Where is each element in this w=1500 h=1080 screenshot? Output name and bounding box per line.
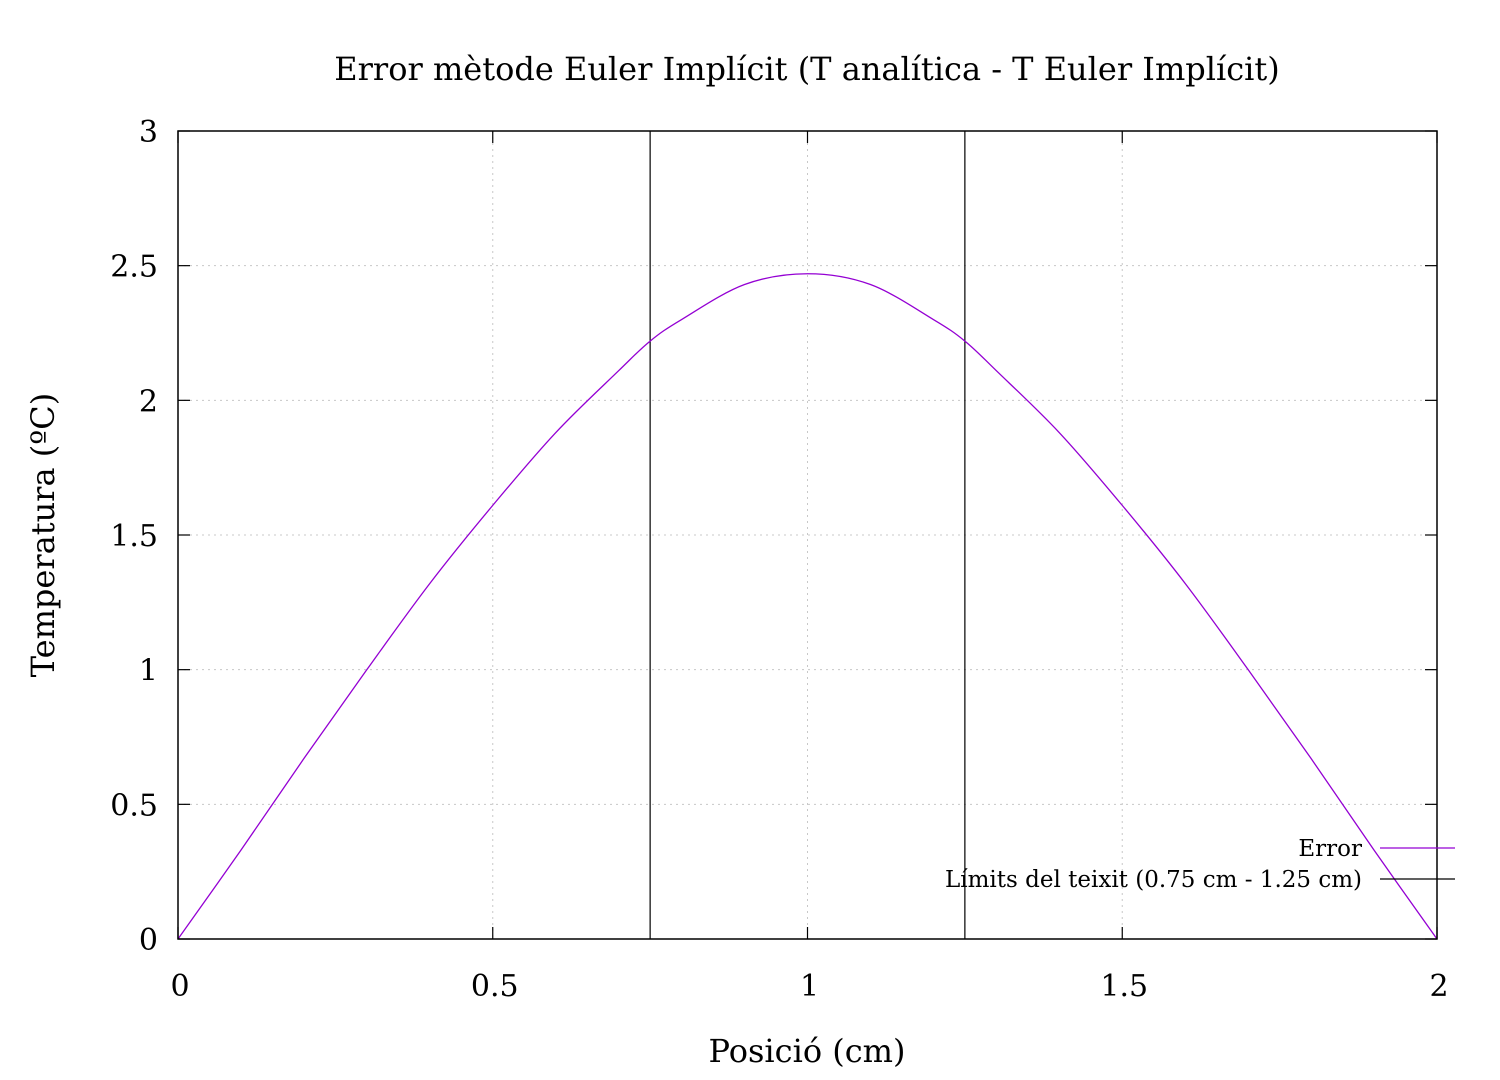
x-tick-label: 1	[800, 969, 819, 1004]
x-tick-label: 0	[170, 969, 189, 1004]
x-tick-labels: 0 0.5 1 1.5 2	[170, 969, 1448, 1004]
y-tick-label: 1	[139, 654, 158, 689]
chart-title: Error mètode Euler Implícit (T analítica…	[334, 50, 1279, 88]
y-tick-label: 1.5	[110, 519, 158, 554]
plot-lines	[177, 273, 1438, 940]
y-tick-label: 3	[139, 115, 158, 150]
x-tick-label: 1.5	[1100, 969, 1148, 1004]
y-tick-label: 0	[139, 923, 158, 958]
legend: Error Límits del teixit (0.75 cm - 1.25 c…	[945, 836, 1455, 893]
y-tick-label: 2.5	[110, 250, 158, 285]
x-tick-label: 0.5	[471, 969, 519, 1004]
legend-entry-label: Límits del teixit (0.75 cm - 1.25 cm)	[945, 867, 1362, 893]
vertical-limit-lines	[649, 131, 966, 939]
x-axis-label: Posició (cm)	[709, 1032, 906, 1070]
x-tick-label: 2	[1429, 969, 1448, 1004]
plot-frame	[177, 130, 1438, 940]
y-tick-label: 0.5	[110, 788, 158, 823]
y-tick-label: 2	[139, 384, 158, 419]
legend-entry-label: Error	[1298, 836, 1362, 862]
y-axis-label: Temperatura (ºC)	[24, 393, 62, 677]
y-tick-labels: 0 0.5 1 1.5 2 2.5 3	[110, 115, 158, 958]
error-curve	[177, 273, 1438, 940]
grid	[178, 131, 1437, 939]
